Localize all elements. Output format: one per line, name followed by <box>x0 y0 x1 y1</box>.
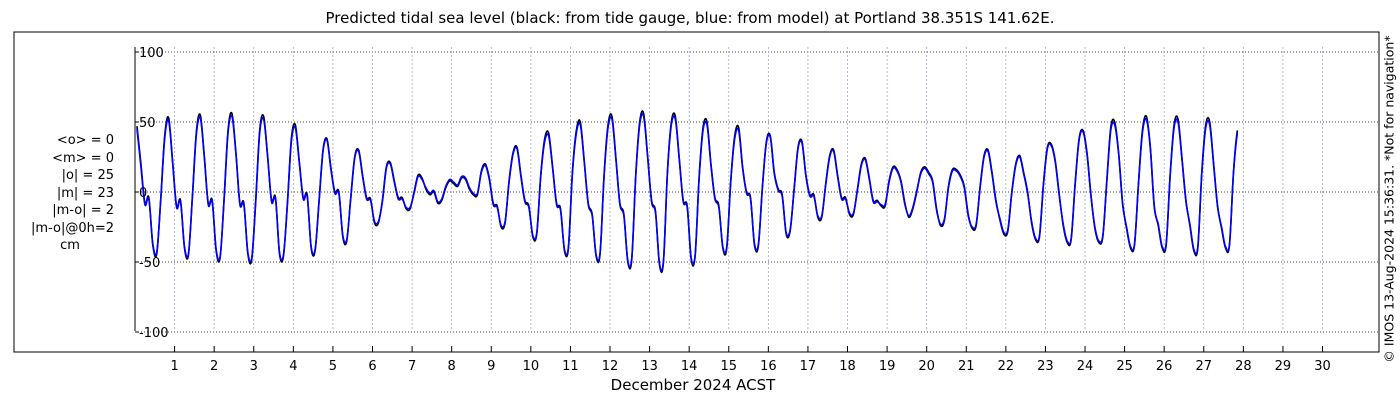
stat-mean-model: <m> = 0 <box>52 150 114 166</box>
x-tick-label: 25 <box>1116 359 1133 374</box>
x-tick-label: 17 <box>800 359 817 374</box>
x-tick-label: 28 <box>1235 359 1252 374</box>
x-tick-label: 7 <box>408 359 416 374</box>
statistics-panel: <o> = 0 <m> = 0 |o| = 25 |m| = 23 |m-o| … <box>8 132 114 255</box>
series-group <box>136 110 1239 274</box>
chart-title: Predicted tidal sea level (black: from t… <box>325 9 1055 27</box>
x-tick-label: 21 <box>958 359 975 374</box>
x-axis-label: December 2024 ACST <box>611 376 776 394</box>
x-tick-label: 8 <box>448 359 456 374</box>
x-tick-label: 6 <box>368 359 376 374</box>
x-tick-label: 29 <box>1275 359 1292 374</box>
stat-abs-diff-0h: |m-o|@0h=2 <box>31 220 114 236</box>
series-line-model <box>136 113 1239 272</box>
x-axis: 1 2 3 4 5 6 7 8 9 10 11 12 13 14 15 16 17 18 19 20 21 22 23 24 2… <box>170 346 1331 374</box>
y-tick-label: 100 <box>139 46 164 61</box>
stat-abs-diff: |m-o| = 2 <box>52 203 114 218</box>
x-tick-label: 14 <box>681 359 698 374</box>
x-tick-label: 30 <box>1314 359 1331 374</box>
x-tick-label: 24 <box>1077 359 1094 374</box>
x-tick-label: 20 <box>918 359 935 374</box>
y-tick-label: 50 <box>139 116 156 131</box>
x-tick-label: 27 <box>1195 359 1212 374</box>
y-tick-label: -100 <box>139 326 169 341</box>
x-tick-label: 10 <box>523 359 540 374</box>
x-tick-label: 18 <box>839 359 856 374</box>
x-tick-label: 16 <box>760 359 777 374</box>
stat-mean-obs: <o> = 0 <box>56 133 114 148</box>
x-tick-label: 4 <box>289 359 297 374</box>
x-tick-label: 2 <box>210 359 218 374</box>
stat-unit: cm <box>60 238 80 253</box>
x-tick-label: 15 <box>720 359 737 374</box>
stat-abs-model: |m| = 23 <box>56 185 114 201</box>
x-tick-label: 9 <box>487 359 495 374</box>
x-tick-label: 22 <box>998 359 1015 374</box>
x-tick-label: 26 <box>1156 359 1173 374</box>
x-tick-label: 5 <box>329 359 337 374</box>
stat-abs-obs: |o| = 25 <box>61 168 114 183</box>
copyright-text: © IMOS 13-Aug-2024 15:36:31. *Not for na… <box>1381 35 1397 363</box>
y-tick-label: -50 <box>139 256 160 271</box>
x-tick-label: 11 <box>562 359 579 374</box>
x-tick-label: 3 <box>250 359 258 374</box>
x-tick-label: 19 <box>879 359 896 374</box>
copyright-sidebar: © IMOS 13-Aug-2024 15:36:31. *Not for na… <box>1380 4 1398 394</box>
x-tick-label: 23 <box>1037 359 1054 374</box>
x-tick-label: 13 <box>641 359 658 374</box>
x-tick-label: 1 <box>170 359 178 374</box>
x-tick-label: 12 <box>602 359 619 374</box>
